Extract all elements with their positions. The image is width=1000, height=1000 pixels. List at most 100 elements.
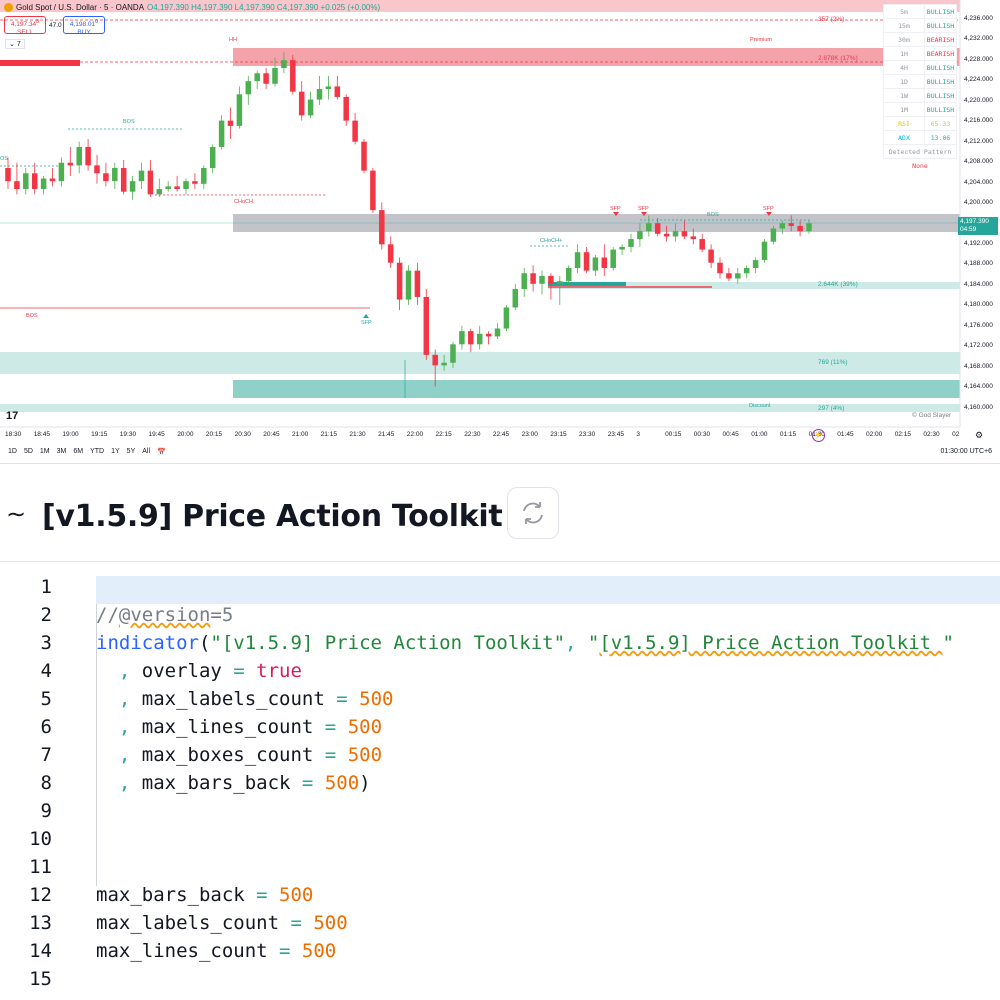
code-text: , max_lines_count = 500 bbox=[96, 716, 383, 738]
discount-label: Discount bbox=[749, 403, 771, 409]
script-title[interactable]: [v1.5.9] Price Action Toolkit bbox=[42, 499, 503, 534]
price-tick: 4,232.000 bbox=[964, 35, 993, 43]
candle-body bbox=[49, 178, 56, 182]
code-line-1[interactable]: 1 bbox=[0, 576, 1000, 604]
time-zone-info[interactable]: 01:30:00 UTC+6 bbox=[940, 448, 992, 455]
sfp-label-3: SFP bbox=[763, 206, 774, 212]
range-button-1d[interactable]: 1D bbox=[8, 448, 17, 455]
code-line-11[interactable]: 11 bbox=[0, 856, 1000, 884]
gear-icon[interactable]: ⚙ bbox=[975, 430, 984, 440]
tradingview-logo-icon[interactable]: 17 bbox=[6, 410, 19, 422]
time-tick: 18:45 bbox=[33, 431, 50, 438]
price-tick: 4,204.000 bbox=[964, 178, 993, 186]
time-tick: 01:45 bbox=[837, 431, 854, 438]
candle-body bbox=[227, 120, 234, 126]
tf-trend: BEARISH bbox=[924, 32, 957, 47]
candle-body bbox=[548, 275, 554, 284]
bos-label-left: OS bbox=[0, 156, 8, 162]
line-number: 14 bbox=[29, 940, 52, 962]
mtf-trend-table: 5m BULLISH 15m BULLISH 30m BEARISH 1H BEARISH 4H… bbox=[883, 4, 957, 172]
code-line-2[interactable]: 2 //@version=5 bbox=[0, 604, 1000, 632]
candle-body bbox=[601, 257, 608, 268]
code-line-9[interactable]: 9 bbox=[0, 800, 1000, 828]
tf-trend: BULLISH bbox=[924, 88, 957, 103]
code-text: //@version=5 bbox=[96, 604, 234, 626]
code-line-5[interactable]: 5 , max_labels_count = 500 bbox=[0, 688, 1000, 716]
range-button-6m[interactable]: 6M bbox=[73, 448, 84, 455]
candle-body bbox=[343, 96, 349, 121]
mid-volume-bar bbox=[548, 282, 626, 286]
time-tick: 18:30 bbox=[5, 431, 22, 438]
code-line-13[interactable]: 13 max_labels_count = 500 bbox=[0, 912, 1000, 940]
sfp-marker-2 bbox=[641, 212, 647, 216]
premium-top-zone bbox=[0, 0, 960, 12]
refresh-button[interactable] bbox=[507, 487, 559, 539]
candle-body bbox=[103, 173, 109, 182]
time-tick: 00:15 bbox=[665, 431, 682, 438]
time-tick: 22:15 bbox=[435, 431, 452, 438]
time-tick: 23:00 bbox=[521, 431, 538, 438]
code-line-15[interactable]: 15 bbox=[0, 968, 1000, 996]
date-range-icon[interactable]: 📅 bbox=[157, 449, 166, 456]
candle-body bbox=[583, 252, 590, 271]
vp-premium: 2.878K (17%) bbox=[818, 55, 858, 62]
chart-canvas[interactable] bbox=[0, 0, 1000, 463]
candle-body bbox=[263, 73, 269, 84]
candle-body bbox=[708, 249, 714, 263]
indicator-wave-icon: ∼ bbox=[6, 501, 27, 528]
code-line-8[interactable]: 8 , max_bars_back = 500) bbox=[0, 772, 1000, 800]
range-button-ytd[interactable]: YTD bbox=[90, 448, 105, 455]
range-button-all[interactable]: All bbox=[142, 448, 151, 455]
candle-body bbox=[281, 60, 287, 68]
mid-volume-zone bbox=[548, 282, 960, 289]
candle-body bbox=[637, 231, 643, 240]
range-button-5y[interactable]: 5Y bbox=[126, 448, 136, 455]
time-tick: 3 bbox=[636, 431, 641, 438]
code-line-14[interactable]: 14 max_lines_count = 500 bbox=[0, 940, 1000, 968]
time-tick: 02:00 bbox=[866, 431, 883, 438]
price-chart[interactable]: Gold Spot / U.S. Dollar · 5 · OANDA O4,1… bbox=[0, 0, 1000, 464]
price-tick: 4,168.000 bbox=[964, 362, 993, 370]
candle-body bbox=[735, 273, 741, 279]
line-number: 5 bbox=[40, 688, 52, 710]
sell-button[interactable]: 4,197.348 SELL bbox=[4, 16, 46, 36]
vp-bottom: 297 (4%) bbox=[818, 405, 845, 412]
code-line-3[interactable]: 3 indicator("[v1.5.9] Price Action Toolk… bbox=[0, 632, 1000, 660]
candle-body bbox=[646, 223, 652, 232]
lightning-icon[interactable]: ⚡ bbox=[812, 429, 825, 442]
buy-price: 4,198.01 bbox=[69, 21, 96, 29]
candle-body bbox=[307, 99, 314, 116]
time-tick: 00:30 bbox=[693, 431, 711, 438]
code-line-12[interactable]: 12 max_bars_back = 500 bbox=[0, 884, 1000, 912]
line-number: 8 bbox=[40, 772, 52, 794]
code-line-7[interactable]: 7 , max_boxes_count = 500 bbox=[0, 744, 1000, 772]
current-line-highlight bbox=[96, 576, 1000, 604]
candle-body bbox=[112, 168, 118, 182]
symbol-name[interactable]: Gold Spot / U.S. Dollar · 5 · OANDA bbox=[16, 3, 145, 12]
chevron-down-icon[interactable]: ⌄ bbox=[466, 505, 482, 525]
code-line-10[interactable]: 10 bbox=[0, 828, 1000, 856]
time-tick: 20:15 bbox=[205, 431, 223, 438]
range-button-3m[interactable]: 3M bbox=[56, 448, 67, 455]
rsi-value: 65.33 bbox=[924, 116, 957, 131]
buy-button[interactable]: 4,198.010 BUY bbox=[63, 16, 105, 36]
ohlc-values: O4,197.390 H4,197.390 L4,197.390 C4,197.… bbox=[147, 3, 381, 12]
line-number: 13 bbox=[29, 912, 52, 934]
time-tick: 19:30 bbox=[119, 431, 137, 438]
code-line-4[interactable]: 4 , overlay = true bbox=[0, 660, 1000, 688]
candle-body bbox=[14, 181, 20, 190]
code-line-6[interactable]: 6 , max_lines_count = 500 bbox=[0, 716, 1000, 744]
symbol-header: Gold Spot / U.S. Dollar · 5 · OANDA O4,1… bbox=[4, 3, 380, 12]
hh-label: HH bbox=[229, 37, 237, 43]
time-tick: 21:45 bbox=[378, 431, 395, 438]
time-tick: 00:45 bbox=[722, 431, 739, 438]
range-button-1y[interactable]: 1Y bbox=[111, 448, 120, 455]
time-tick: 02:30 bbox=[923, 431, 940, 438]
tf-row: 1W BULLISH bbox=[883, 88, 957, 103]
line-number: 1 bbox=[40, 576, 52, 598]
range-button-1m[interactable]: 1M bbox=[39, 448, 50, 455]
indicators-toggle[interactable]: ⌄ 7 bbox=[5, 39, 25, 49]
range-button-5d[interactable]: 5D bbox=[23, 448, 33, 455]
candle-body bbox=[316, 89, 323, 100]
adx-label: ADX bbox=[883, 130, 925, 145]
